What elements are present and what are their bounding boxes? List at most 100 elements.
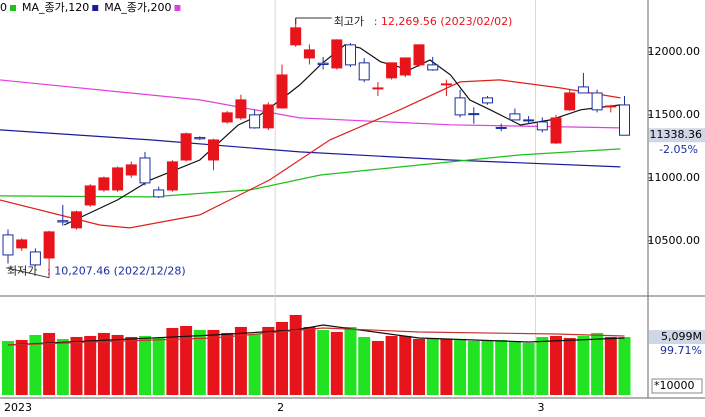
candle-body	[386, 62, 398, 79]
volume-bar	[591, 332, 604, 395]
candle-body	[153, 189, 165, 198]
candle-body	[71, 211, 82, 229]
legend-swatch	[92, 5, 99, 11]
volume-bar	[111, 334, 124, 395]
candle-body	[495, 126, 507, 129]
y-tick-label: 11000.00	[648, 171, 701, 184]
candle-body	[125, 164, 137, 176]
volume-bar	[180, 325, 193, 395]
volume-bar	[508, 341, 521, 395]
low-label: 최저가	[7, 265, 37, 278]
candle-body	[619, 104, 630, 136]
volume-bar	[399, 335, 412, 395]
volume-label: 5,099M	[661, 330, 702, 343]
ma-line	[0, 79, 621, 229]
volume-bar	[522, 342, 535, 395]
x-tick-label: 2023	[4, 401, 32, 414]
candle-body	[440, 83, 452, 86]
candle-body	[276, 74, 288, 109]
candle-body	[413, 44, 425, 66]
candle-body	[372, 87, 384, 90]
volume-bar	[2, 340, 14, 395]
volume-unit: *10000	[654, 379, 695, 392]
x-tick-label: 3	[537, 401, 544, 414]
candle-body	[249, 114, 261, 129]
volume-bar	[604, 336, 617, 395]
volume-bar	[139, 335, 151, 395]
y-tick-label: 11500.00	[648, 108, 701, 121]
volume-bar	[385, 335, 398, 395]
legend-swatch	[10, 5, 16, 11]
legend-label: 0	[0, 1, 7, 14]
candle-body	[427, 64, 439, 71]
candle-body	[577, 86, 589, 94]
volume-bar	[125, 336, 138, 395]
candle-body	[509, 113, 521, 121]
candle-body	[536, 121, 548, 131]
volume-bar	[440, 338, 453, 395]
volume-bar	[248, 333, 261, 395]
candle-body	[139, 157, 151, 184]
candle-body	[317, 62, 329, 65]
high-label: 최고가	[334, 15, 364, 28]
x-tick-label: 2	[277, 401, 284, 414]
volume-bar	[207, 329, 220, 395]
volume-box	[649, 330, 705, 345]
candle-body	[564, 92, 576, 111]
volume-bar	[262, 326, 275, 395]
high-text: : 12,269.56 (2023/02/02)	[374, 15, 513, 28]
candle-body	[221, 112, 233, 123]
volume-bar	[97, 332, 110, 395]
candle-body	[43, 231, 55, 259]
candle-body	[29, 251, 41, 266]
volume-bar	[550, 335, 562, 395]
volume-bar	[344, 326, 357, 395]
volume-ratio: 99.71%	[660, 344, 702, 357]
legend-label: MA_종가,120	[22, 1, 89, 14]
volume-bar	[454, 338, 467, 395]
candle-body	[454, 97, 466, 116]
volume-bar	[413, 338, 425, 395]
volume-bar	[15, 339, 28, 395]
annotation-arrow	[5, 267, 50, 279]
low-text: : 10,207.46 (2022/12/28)	[47, 265, 186, 278]
candle-body	[550, 117, 562, 144]
y-tick-label: 12000.00	[648, 45, 701, 58]
candle-body	[112, 167, 124, 191]
candle-body	[208, 139, 219, 161]
volume-bar	[467, 340, 480, 395]
candle-body	[358, 62, 370, 81]
volume-bar	[577, 335, 590, 395]
candle-body	[468, 113, 480, 116]
candle-body	[235, 99, 247, 119]
candle-body	[180, 133, 192, 161]
y-tick-label: 10500.00	[648, 234, 701, 247]
ma-line	[0, 129, 621, 168]
candle-body	[523, 119, 535, 122]
volume-bar	[481, 340, 494, 395]
volume-bar	[234, 326, 247, 395]
volume-bar	[193, 329, 206, 395]
volume-bar	[29, 334, 42, 395]
ma-line	[0, 79, 621, 129]
volume-ma-line	[7, 327, 625, 346]
candle-body	[290, 27, 302, 46]
volume-bar	[563, 337, 576, 395]
last-price: 11338.36	[650, 128, 703, 141]
volume-bar	[317, 329, 330, 395]
candle-body	[166, 161, 178, 191]
unit-box	[651, 378, 703, 394]
candle-body	[399, 57, 411, 76]
volume-bar	[43, 332, 56, 395]
volume-ma-line	[7, 324, 625, 346]
candle-body	[84, 185, 96, 206]
price-box	[649, 128, 705, 143]
volume-bar	[221, 332, 234, 395]
candle-body	[98, 177, 110, 191]
volume-bar	[536, 336, 549, 395]
candle-body	[2, 234, 14, 256]
volume-bar	[618, 337, 631, 395]
volume-bar	[358, 336, 371, 395]
candle-body	[331, 39, 343, 69]
